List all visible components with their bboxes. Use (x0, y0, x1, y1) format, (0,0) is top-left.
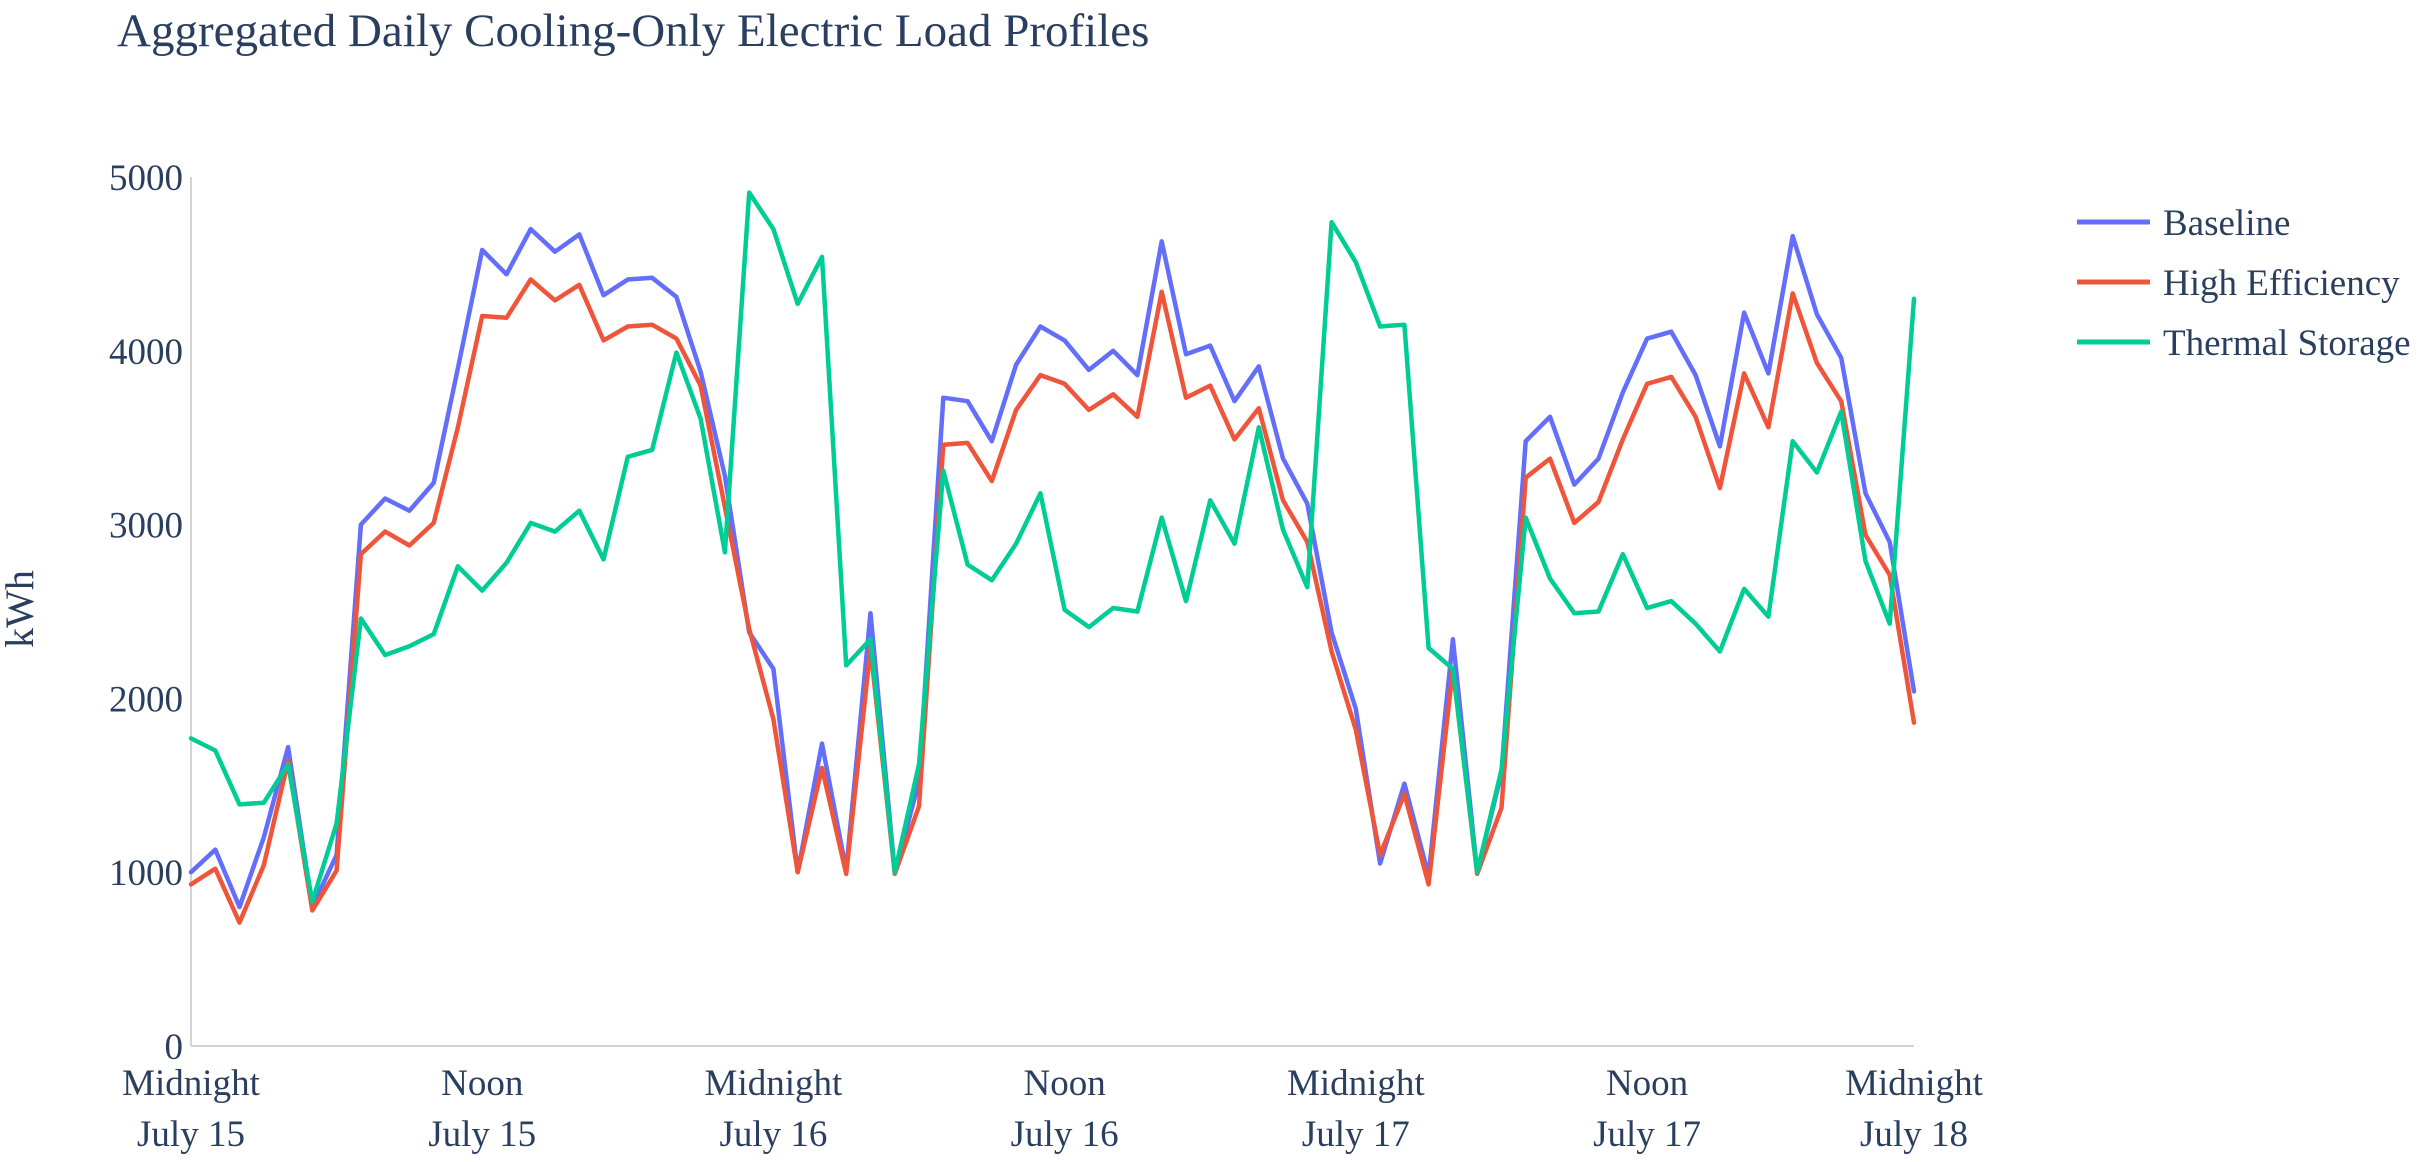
x-axis-ticks: Midnight July 15 Noon July 15 Midnight July 1… (122, 1063, 1983, 1155)
x-tick-label: Noon (441, 1063, 523, 1104)
legend: Baseline High Efficiency Thermal Storage (2077, 203, 2411, 364)
y-tick-label: 4000 (109, 332, 183, 373)
x-tick-date-label: July 16 (1011, 1114, 1119, 1155)
y-tick-label: 0 (165, 1027, 184, 1068)
x-tick-date-label: July 15 (428, 1114, 536, 1155)
x-tick-label: Midnight (122, 1063, 260, 1104)
x-tick-label: Midnight (1287, 1063, 1425, 1104)
y-tick-label: 5000 (109, 158, 183, 199)
x-tick-date-label: July 17 (1302, 1114, 1410, 1155)
y-tick-label: 1000 (109, 853, 183, 894)
legend-label: Thermal Storage (2163, 323, 2411, 364)
x-tick-label: Noon (1606, 1063, 1688, 1104)
chart-title: Aggregated Daily Cooling-Only Electric L… (117, 5, 1149, 57)
x-tick-label: Noon (1024, 1063, 1106, 1104)
x-tick-date-label: July 17 (1593, 1114, 1701, 1155)
series-line-high-efficiency (188, 277, 1917, 925)
x-tick-label: Midnight (705, 1063, 843, 1104)
series-line-baseline (188, 226, 1917, 910)
x-tick-date-label: July 18 (1860, 1114, 1968, 1155)
y-axis-title: kWh (0, 570, 42, 648)
x-tick-label: Midnight (1845, 1063, 1983, 1104)
y-axis-ticks: 0 1000 2000 3000 4000 5000 (109, 158, 183, 1068)
y-tick-label: 2000 (109, 679, 183, 720)
y-tick-label: 3000 (109, 506, 183, 547)
series-lines (188, 190, 1917, 925)
legend-label: High Efficiency (2163, 263, 2400, 304)
series-line-thermal-storage (188, 190, 1917, 904)
x-tick-date-label: July 15 (137, 1114, 245, 1155)
x-tick-date-label: July 16 (719, 1114, 827, 1155)
legend-label: Baseline (2163, 203, 2290, 244)
